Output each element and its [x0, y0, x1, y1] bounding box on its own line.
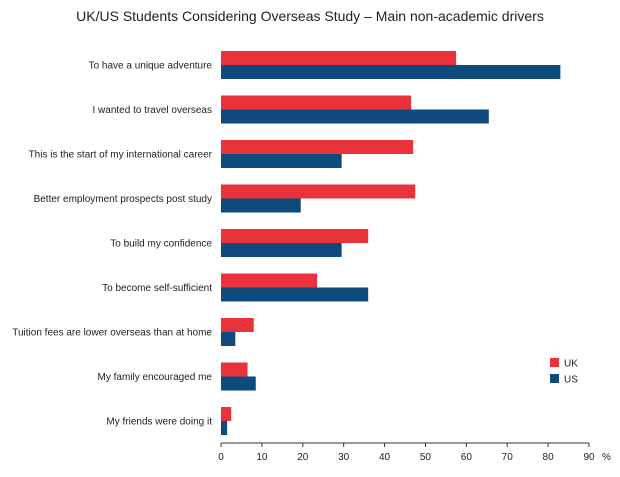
bar-us: [221, 109, 489, 124]
category-label: To build my confidence: [110, 239, 212, 250]
bar-uk: [221, 184, 416, 199]
category-label: My family encouraged me: [98, 372, 213, 383]
x-tick-label: 60: [461, 452, 473, 463]
legend-swatch-uk: [550, 358, 559, 367]
x-axis: 0 10 20 30 40 50 60 70 80 90%: [218, 442, 611, 463]
bar-us: [221, 421, 228, 435]
bar-us: [221, 198, 301, 213]
bar-uk: [221, 51, 457, 65]
bar-us: [221, 287, 369, 302]
bar-uk: [221, 318, 254, 332]
x-tick-label: 10: [256, 452, 268, 463]
bar-us: [221, 332, 236, 346]
category-label: Better employment prospects post study: [34, 194, 212, 205]
category-label: Tuition fees are lower overseas than at …: [12, 328, 212, 339]
category-label: This is the start of my international ca…: [29, 150, 213, 161]
x-tick-label: 40: [379, 452, 391, 463]
bar-uk: [221, 140, 414, 154]
bar-uk: [221, 407, 232, 421]
x-tick-label: 90: [583, 452, 595, 463]
x-tick-label: 50: [420, 452, 432, 463]
bar-us: [221, 154, 342, 168]
chart-title: UK/US Students Considering Overseas Stud…: [76, 8, 544, 24]
x-tick-label: 0: [218, 452, 224, 463]
x-tick-label: 30: [338, 452, 350, 463]
bar-us: [221, 243, 342, 257]
legend-swatch-us: [550, 374, 559, 383]
category-label: I wanted to travel overseas: [92, 105, 212, 116]
x-tick-label: 20: [297, 452, 309, 463]
x-unit-label: %: [602, 452, 611, 463]
bars-group: [221, 51, 561, 435]
bar-uk: [221, 273, 318, 288]
category-label: My friends were doing it: [106, 417, 212, 428]
bar-us: [221, 376, 256, 391]
x-tick-label: 80: [543, 452, 555, 463]
bar-uk: [221, 95, 412, 110]
legend: UK US: [550, 358, 578, 386]
category-label: To have a unique adventure: [89, 61, 213, 72]
legend-label-us: US: [564, 375, 578, 386]
x-tick-label: 70: [502, 452, 514, 463]
category-labels: To have a unique adventure I wanted to tr…: [12, 61, 212, 428]
legend-label-uk: UK: [564, 359, 578, 370]
bar-us: [221, 65, 561, 79]
bar-uk: [221, 362, 248, 377]
category-label: To become self-sufficient: [102, 283, 212, 294]
bar-uk: [221, 229, 369, 243]
